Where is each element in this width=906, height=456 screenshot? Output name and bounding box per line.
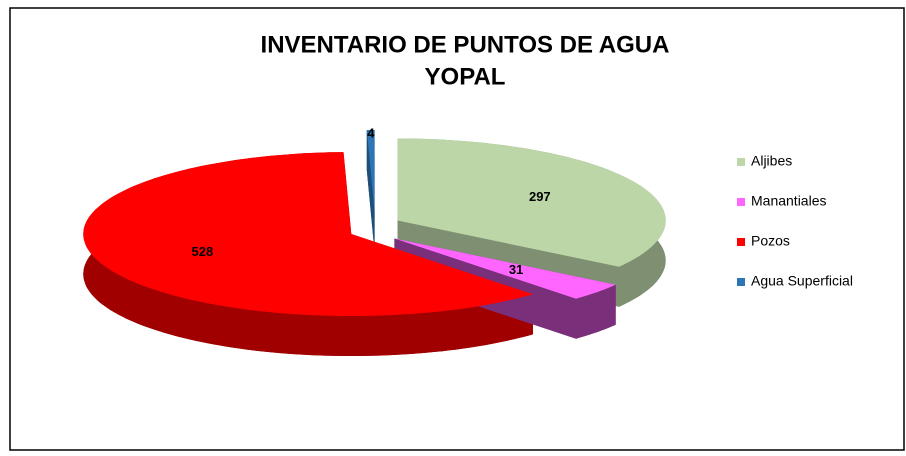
chart-title: YOPAL [425,63,506,90]
pie-slice [397,138,666,267]
data-label: 297 [529,189,551,204]
data-label: 4 [367,126,375,141]
legend-swatch [737,198,745,206]
legend-label: Agua Superficial [751,273,853,289]
legend-swatch [737,278,745,286]
chart-title: INVENTARIO DE PUNTOS DE AGUA [261,31,670,58]
pie-slice [394,238,616,299]
legend-label: Aljibes [751,153,792,169]
pie-slice-wall [366,130,375,252]
data-label: 31 [509,262,523,277]
pie-slice [366,130,375,212]
pie-slice [83,152,534,316]
legend-swatch [737,158,745,166]
legend-swatch [737,238,745,246]
legend-label: Manantiales [751,193,827,209]
data-label: 528 [192,244,214,259]
legend-label: Pozos [751,233,790,249]
